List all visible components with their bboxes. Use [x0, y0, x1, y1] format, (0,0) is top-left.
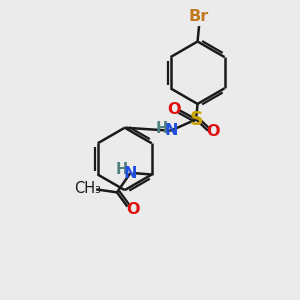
- Text: O: O: [127, 202, 140, 217]
- Text: H: H: [116, 162, 128, 177]
- Text: S: S: [189, 110, 203, 129]
- Text: O: O: [168, 102, 181, 117]
- Text: N: N: [164, 123, 178, 138]
- Text: Br: Br: [189, 9, 209, 24]
- Text: CH₃: CH₃: [74, 181, 101, 196]
- Text: N: N: [124, 166, 137, 181]
- Text: H: H: [156, 121, 168, 136]
- Text: O: O: [207, 124, 220, 140]
